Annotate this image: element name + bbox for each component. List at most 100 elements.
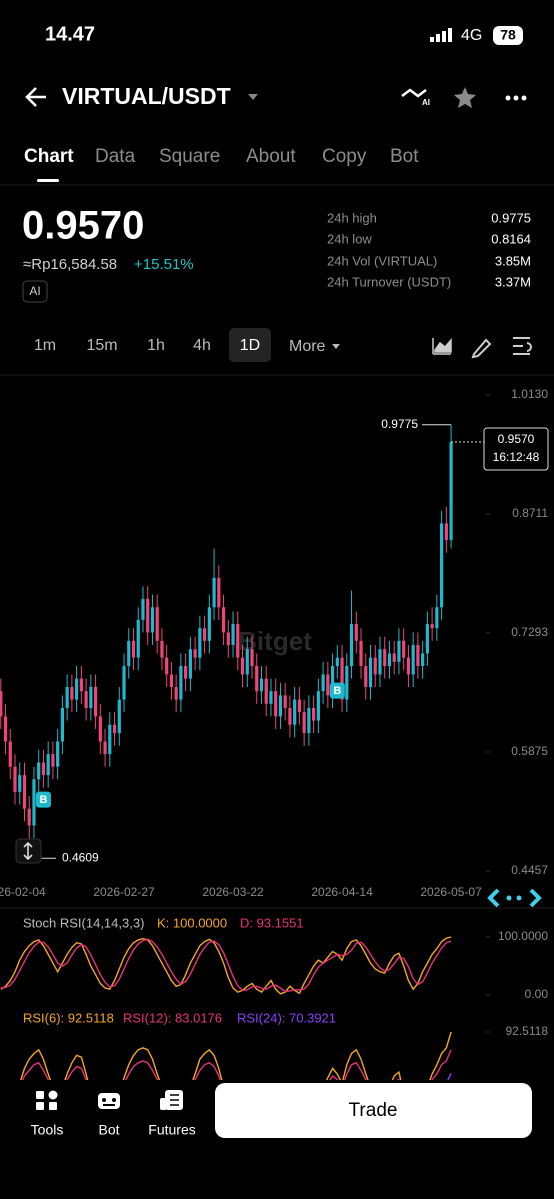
timeframe-more[interactable]: More — [289, 338, 326, 355]
signal-icon — [430, 28, 452, 42]
candle-body — [240, 657, 245, 675]
buy-marker-label: B — [333, 685, 341, 697]
candle-body — [383, 649, 387, 667]
candle-body — [316, 691, 320, 721]
candle-body — [127, 640, 131, 667]
candle-body — [22, 775, 27, 809]
expand-icon[interactable] — [23, 841, 33, 861]
candle-body — [13, 766, 17, 792]
candle-body — [321, 674, 325, 692]
candle-body — [221, 607, 226, 633]
candle-body — [278, 695, 283, 717]
candle-body — [349, 624, 354, 667]
ai-badge[interactable] — [22, 280, 48, 303]
candle-body — [288, 707, 292, 725]
candle-body — [411, 645, 415, 675]
bot-icon[interactable] — [98, 1093, 120, 1109]
trade-button[interactable] — [215, 1083, 532, 1138]
candle-body — [335, 657, 339, 667]
stat-value: 0.8164 — [491, 231, 531, 246]
candle-body — [60, 707, 64, 742]
more-dropdown[interactable] — [332, 344, 340, 349]
price-tag-countdown: 16:12:48 — [493, 450, 540, 464]
candle-body — [340, 657, 344, 700]
candle-body — [41, 762, 46, 776]
scroll-latest-button[interactable] — [487, 888, 542, 908]
timeframe[interactable]: 4h — [193, 337, 211, 354]
tab[interactable]: Square — [159, 146, 220, 167]
network: 4G — [461, 27, 482, 44]
candle-body — [269, 691, 273, 704]
candle-body — [103, 741, 107, 755]
ai-badge-label[interactable]: AI — [29, 284, 40, 298]
indicator-icon[interactable] — [432, 337, 452, 355]
futures-icon[interactable] — [160, 1090, 183, 1110]
candle-body — [141, 598, 145, 620]
indicator-line — [0, 938, 452, 993]
tab[interactable]: Copy — [322, 146, 367, 167]
candle-body — [108, 724, 112, 755]
more-menu[interactable] — [505, 95, 527, 101]
y-tick-label: 0.00 — [525, 987, 549, 1001]
settings-icon[interactable] — [513, 337, 532, 355]
candle-body — [378, 649, 382, 675]
candle-body — [56, 741, 60, 767]
candle-body — [37, 762, 41, 780]
trade-button-label[interactable]: Trade — [349, 1100, 398, 1121]
timeframe[interactable]: 15m — [86, 337, 117, 354]
favorite-star[interactable] — [454, 87, 476, 108]
x-tick-label: 2026-02-04 — [0, 885, 46, 899]
timeframe[interactable]: 1m — [34, 337, 56, 354]
timeframe[interactable]: 1h — [147, 337, 165, 354]
price-tag-price: 0.9570 — [498, 432, 535, 446]
candle-body — [392, 653, 396, 662]
candle-body — [65, 686, 69, 708]
candle-body — [70, 686, 74, 700]
nav-label[interactable]: Bot — [98, 1122, 119, 1138]
x-tick-label: 2026-02-27 — [93, 885, 155, 899]
candle-body — [444, 523, 448, 541]
nav-label[interactable]: Futures — [148, 1122, 195, 1138]
candle-body — [3, 716, 8, 742]
candle-body — [27, 808, 31, 826]
tools-icon[interactable] — [36, 1090, 58, 1111]
back-button[interactable] — [25, 87, 46, 107]
y-tick-label: 0.5875 — [511, 744, 548, 758]
low-marker-label: 0.4609 — [62, 850, 99, 864]
pair-title[interactable]: VIRTUAL/USDT — [62, 83, 231, 109]
candle-body — [0, 691, 3, 717]
candle-body — [226, 632, 230, 646]
timeframe[interactable]: 1D — [240, 337, 260, 354]
candle-body — [312, 707, 316, 721]
y-tick-label: 1.0130 — [511, 387, 548, 401]
tab[interactable]: About — [246, 146, 296, 167]
tab[interactable]: Data — [95, 146, 136, 167]
candle-body — [387, 653, 392, 667]
tab[interactable]: Bot — [390, 146, 419, 167]
candle-body — [274, 691, 278, 717]
buy-marker-label: B — [39, 794, 47, 806]
candle-body — [283, 695, 287, 708]
timeframe-selected — [229, 328, 271, 362]
candle-body — [79, 678, 83, 692]
tab[interactable]: Chart — [24, 146, 74, 167]
candle-body — [449, 441, 453, 541]
candle-body — [207, 607, 211, 641]
nav-label[interactable]: Tools — [31, 1122, 64, 1138]
y-tick-label: 100.0000 — [498, 929, 548, 943]
candle-body — [160, 640, 164, 658]
candle-body — [293, 699, 297, 725]
clock: 14.47 — [45, 23, 95, 45]
pair-dropdown[interactable] — [248, 94, 258, 100]
candle-body — [131, 640, 136, 658]
x-tick-label: 2026-05-07 — [420, 885, 482, 899]
x-tick-label: 2026-04-14 — [311, 885, 373, 899]
draw-icon[interactable] — [471, 338, 492, 359]
ai-icon[interactable]: AI — [401, 88, 430, 107]
candle-body — [84, 691, 88, 708]
candle-body — [406, 657, 411, 675]
candle-body — [184, 666, 188, 679]
candle-body — [136, 619, 140, 658]
